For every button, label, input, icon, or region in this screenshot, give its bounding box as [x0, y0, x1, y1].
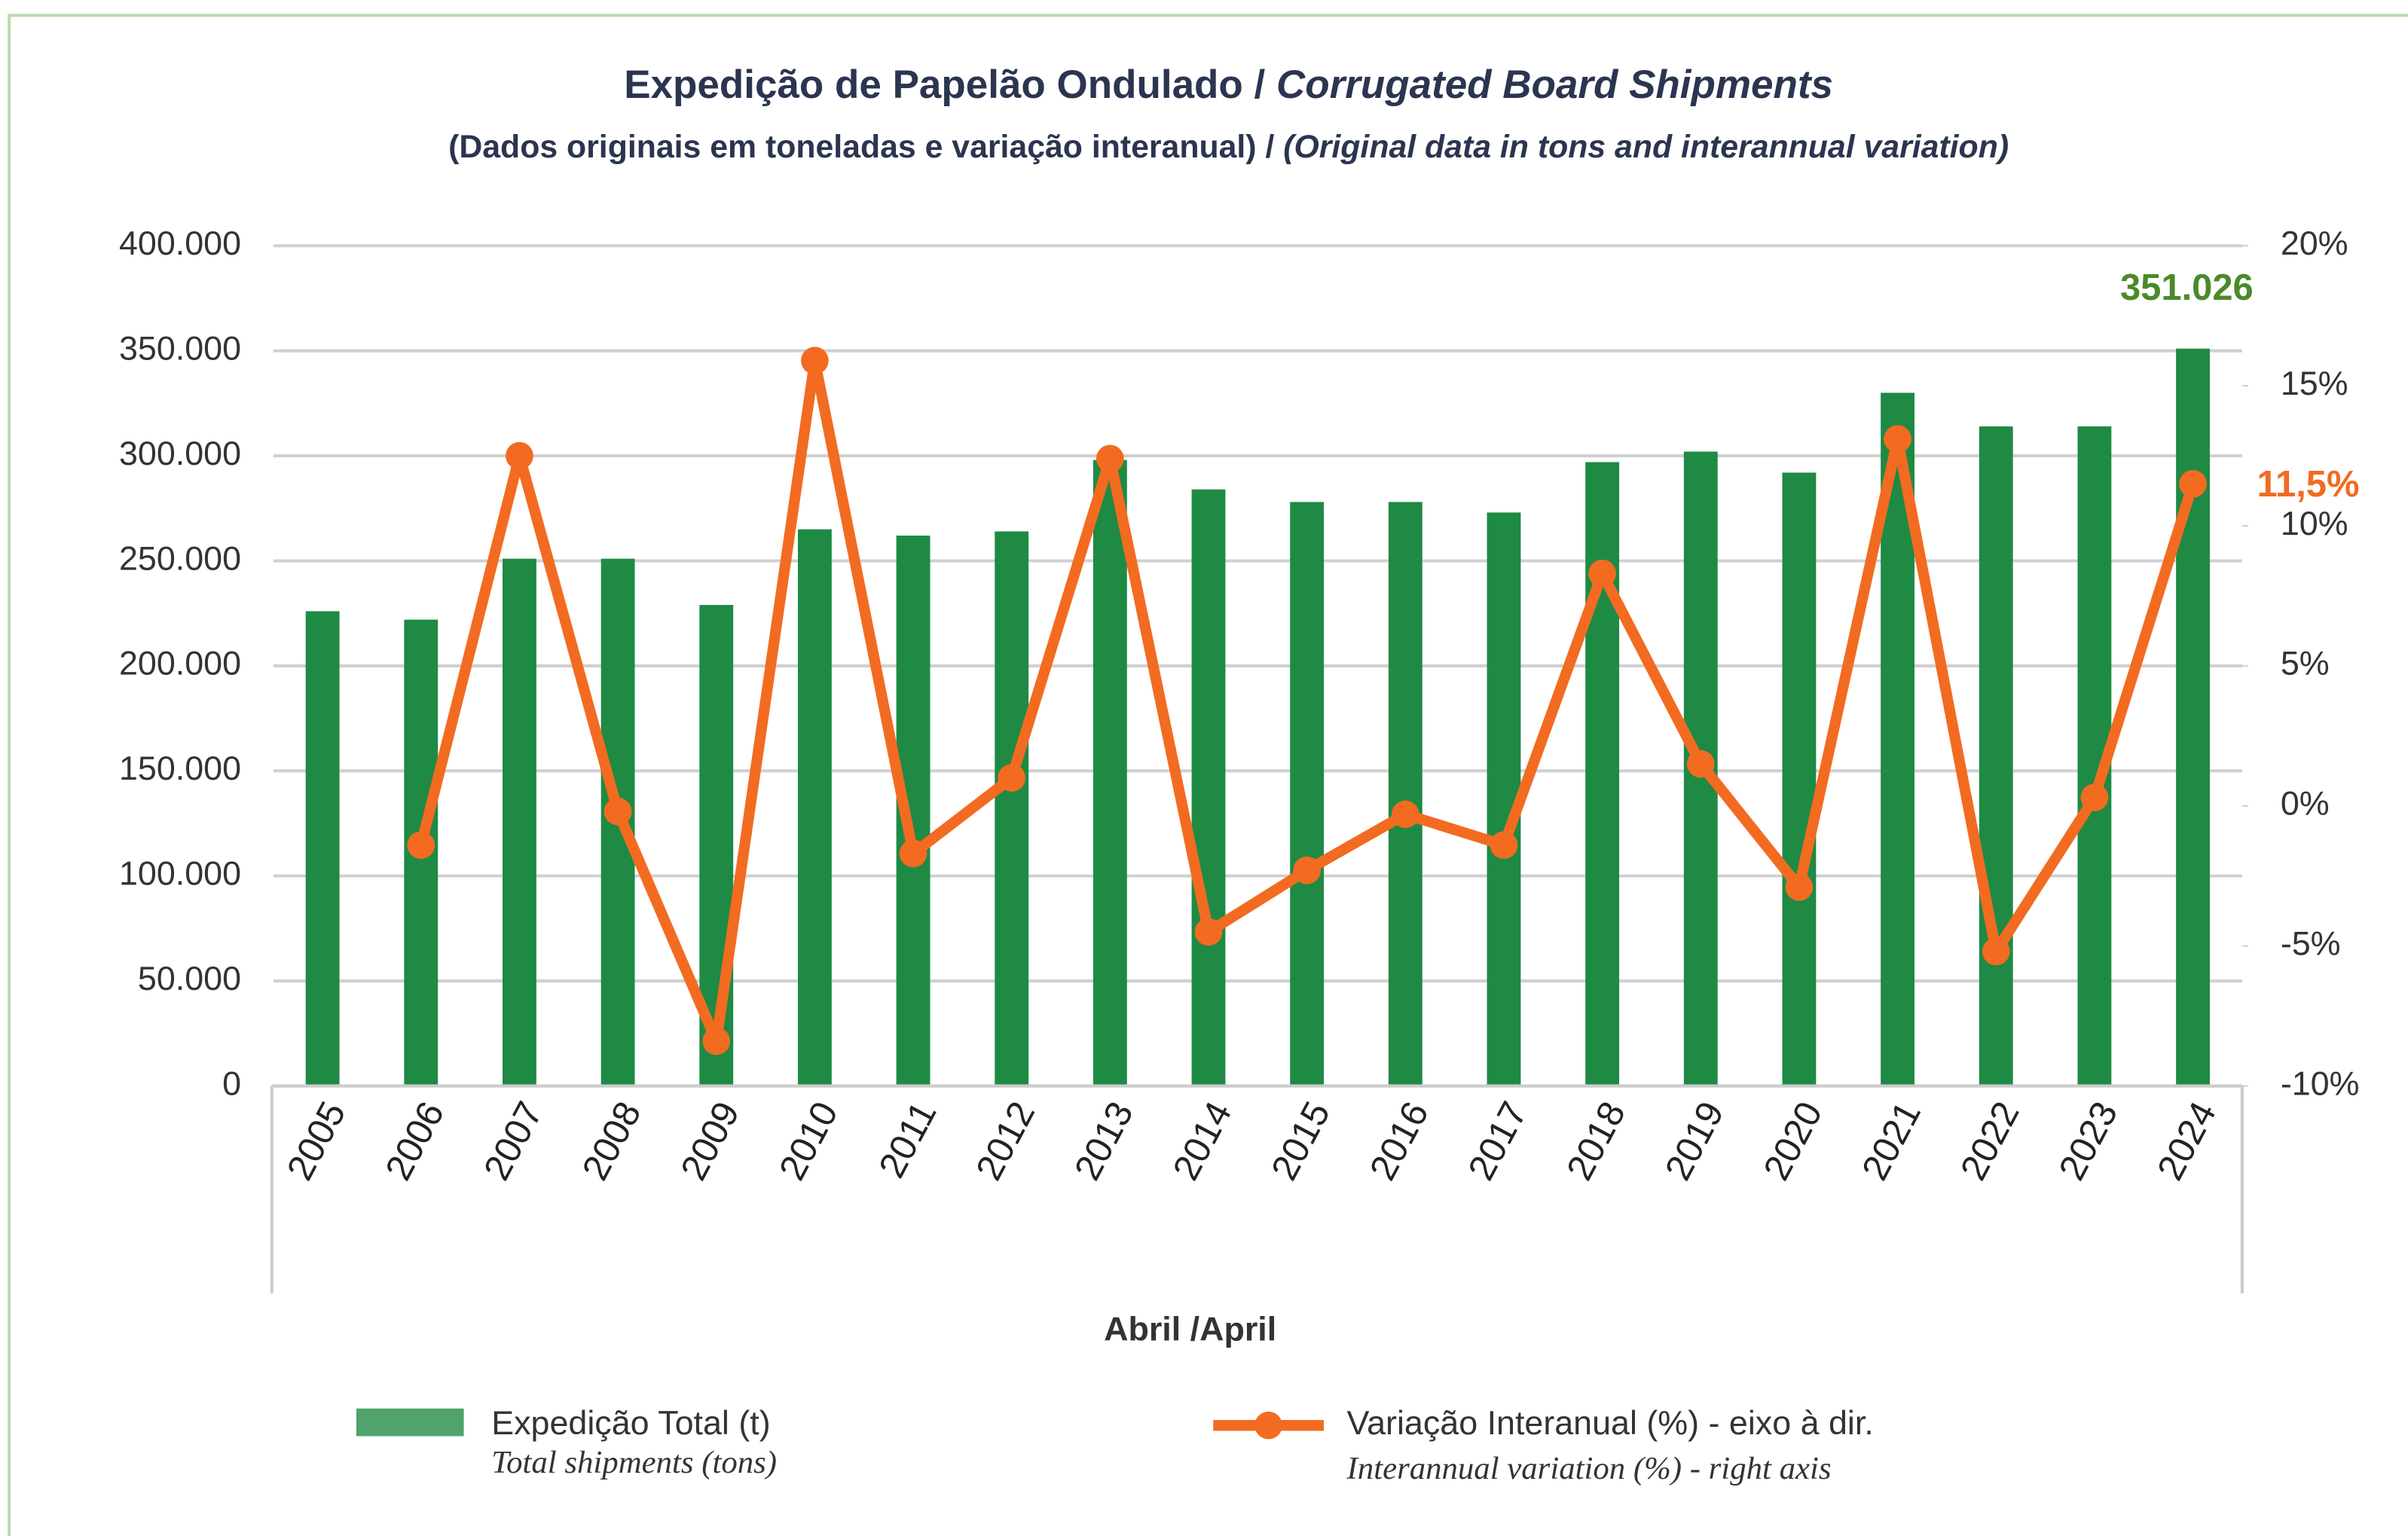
line-marker: [407, 831, 435, 860]
line-marker: [1884, 425, 1911, 453]
line-marker: [1982, 937, 2010, 966]
legend-swatch: [356, 1408, 464, 1437]
x-tick-label: 2009: [674, 1095, 748, 1186]
y2-tick-label: -5%: [2281, 924, 2341, 963]
line-marker: [702, 1027, 731, 1055]
line-marker: [1490, 831, 1518, 860]
line-marker: [1293, 856, 1322, 884]
legend-label-en: Interannual variation (%) - right axis: [1346, 1451, 1832, 1486]
x-tick-label: 2008: [575, 1095, 649, 1186]
line-marker: [1785, 873, 1814, 901]
line-marker: [1391, 800, 1419, 829]
bar: [2176, 348, 2210, 1086]
legend-label-en: Total shipments (tons): [491, 1445, 777, 1480]
x-tick-label: 2006: [378, 1095, 453, 1186]
x-tick-label: 2005: [280, 1095, 354, 1186]
frame: [8, 14, 2408, 1536]
legend-swatch: [1254, 1411, 1282, 1440]
x-tick-label: 2012: [968, 1095, 1043, 1186]
line-marker: [1686, 750, 1715, 778]
y-tick-label: 100.000: [119, 854, 241, 893]
data-label: 351.026: [2120, 267, 2254, 308]
y-tick-label: 400.000: [119, 224, 241, 262]
x-tick-label: 2024: [2150, 1095, 2224, 1186]
x-tick-label: 2011: [872, 1095, 945, 1184]
line-marker: [1194, 918, 1223, 946]
y2-tick-label: 10%: [2281, 504, 2348, 542]
x-tick-label: 2017: [1461, 1095, 1536, 1186]
subtitle-en: (Original data in tons and interannual v…: [1283, 129, 2009, 165]
data-label: 11,5%: [2257, 464, 2360, 505]
x-tick-label: 2010: [772, 1095, 846, 1186]
legend-label: Variação Interanual (%) - eixo à dir.: [1347, 1403, 1874, 1442]
title-pt: Expedição de Papelão Ondulado /: [624, 63, 1265, 107]
line-marker: [1588, 559, 1616, 588]
y-tick-label: 150.000: [119, 749, 241, 787]
x-tick-label: 2019: [1658, 1095, 1732, 1186]
x-tick-label: 2018: [1559, 1095, 1633, 1186]
title-en: Corrugated Board Shipments: [1276, 63, 1833, 107]
bar: [995, 531, 1029, 1086]
subtitle-pt: (Dados originais em toneladas e variação…: [448, 129, 1274, 165]
y-tick-label: 250.000: [119, 539, 241, 577]
x-tick-label: 2016: [1362, 1095, 1437, 1186]
y-tick-label: 300.000: [119, 434, 241, 472]
line-marker: [899, 839, 927, 868]
bar: [1092, 460, 1127, 1086]
y-tick-label: 350.000: [119, 328, 241, 367]
x-tick-label: 2015: [1264, 1095, 1338, 1186]
x-tick-label: 2013: [1067, 1095, 1141, 1186]
x-tick-label: 2014: [1166, 1095, 1240, 1186]
y-tick-label: 50.000: [138, 959, 241, 997]
y2-tick-label: 0%: [2281, 784, 2330, 823]
bar: [1585, 462, 1620, 1086]
y2-tick-label: -10%: [2281, 1064, 2360, 1102]
y-tick-label: 200.000: [119, 644, 241, 682]
bar: [1191, 489, 1226, 1086]
bar: [503, 558, 536, 1086]
line-marker: [801, 347, 829, 375]
y2-tick-label: 5%: [2281, 644, 2330, 682]
line-marker: [1096, 444, 1124, 473]
x-tick-label: 2021: [1854, 1095, 1929, 1186]
x-axis-label: Abril /April: [1104, 1310, 1276, 1348]
bar: [797, 529, 832, 1086]
line-marker: [2080, 783, 2109, 811]
x-tick-label: 2007: [476, 1095, 551, 1186]
line-marker: [604, 797, 632, 826]
x-tick-label: 2023: [2052, 1095, 2126, 1186]
bar: [1979, 426, 2013, 1086]
line-marker: [2179, 469, 2207, 498]
chart-title: Expedição de Papelão Ondulado / Corrugat…: [624, 63, 1833, 107]
x-tick-label: 2020: [1756, 1095, 1831, 1186]
chart-subtitle: (Dados originais em toneladas e variação…: [448, 129, 2009, 165]
x-tick-label: 2022: [1953, 1095, 2028, 1186]
legend-label: Expedição Total (t): [491, 1403, 770, 1442]
y-tick-label: 0: [222, 1064, 241, 1102]
y2-tick-label: 20%: [2281, 224, 2348, 262]
bar: [1388, 502, 1422, 1086]
y2-tick-label: 15%: [2281, 364, 2348, 402]
bar: [1290, 502, 1325, 1086]
bar: [305, 611, 340, 1086]
line-marker: [506, 441, 533, 470]
bar: [1782, 472, 1817, 1086]
line-marker: [998, 764, 1026, 792]
